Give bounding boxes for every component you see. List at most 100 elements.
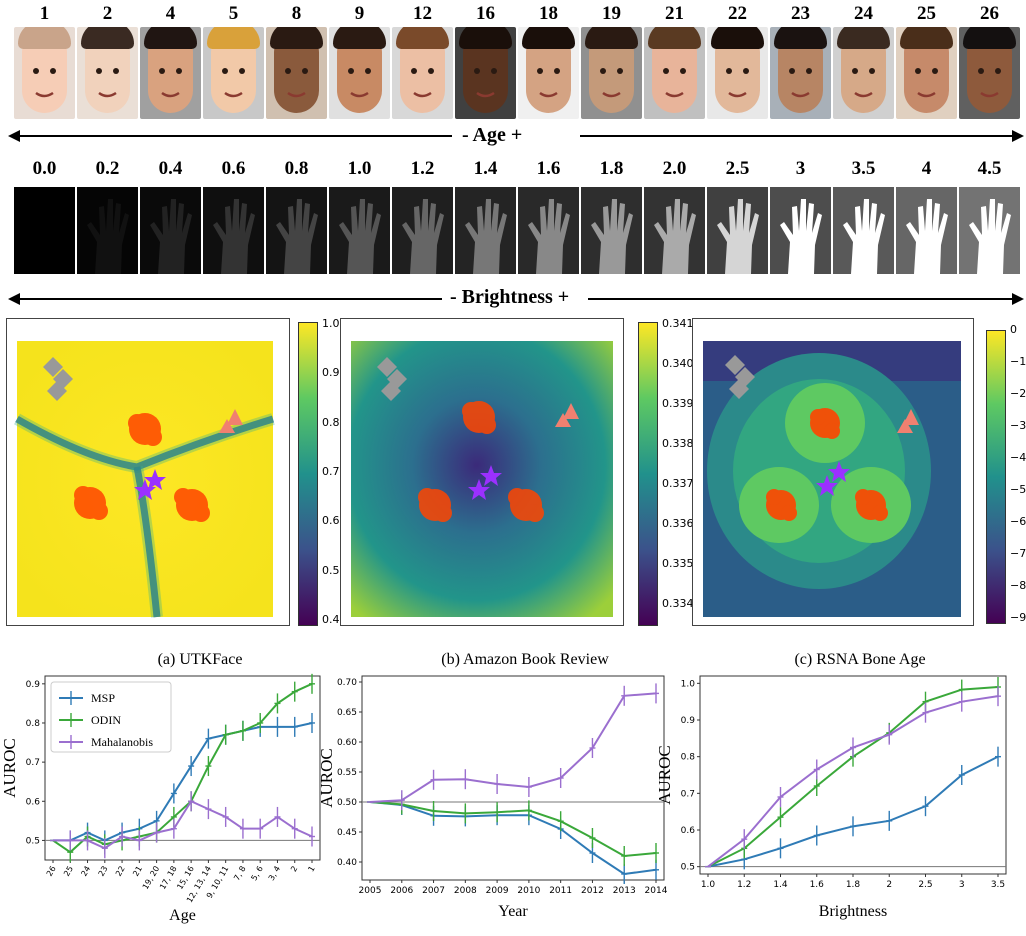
colorbar-tick-label: −9 bbox=[1010, 611, 1026, 624]
legend-label: Mahalanobis bbox=[91, 735, 153, 749]
chart-frame bbox=[44, 675, 321, 861]
x-tick-label: 2007 bbox=[422, 886, 445, 896]
age-label: 16 bbox=[476, 3, 495, 24]
x-tick-label: 2.5 bbox=[918, 880, 932, 890]
colorbar-tick-label: 0.335 bbox=[662, 557, 694, 570]
colorbar-tick-label: −4 bbox=[1010, 451, 1026, 464]
heatmap-panel-1 bbox=[6, 318, 290, 626]
x-tick-label: 1.2 bbox=[737, 880, 751, 890]
x-tick-label: 17, 18 bbox=[158, 865, 179, 892]
y-tick-label: 0.50 bbox=[337, 798, 357, 808]
chart-a-title: (a) UTKFace bbox=[157, 651, 243, 668]
age-arrow-head-left bbox=[8, 130, 20, 142]
series-line-odin bbox=[52, 682, 313, 854]
colorbar-tick-label: −2 bbox=[1010, 387, 1026, 400]
heatmap-1-svg bbox=[14, 341, 275, 618]
y-tick-label: 1.0 bbox=[681, 679, 696, 689]
age-label: 26 bbox=[980, 3, 999, 24]
face-thumbnail bbox=[140, 27, 201, 119]
x-tick-label: 2 bbox=[886, 880, 892, 890]
face-thumbnail bbox=[707, 27, 768, 119]
age-label: 22 bbox=[728, 3, 747, 24]
colorbar-tick-label: 0.7 bbox=[322, 465, 340, 478]
face-thumbnail bbox=[329, 27, 390, 119]
brightness-label: 1.8 bbox=[599, 158, 624, 179]
brightness-label: 0.6 bbox=[221, 158, 246, 179]
series-line-mahalanobis bbox=[53, 800, 313, 850]
face-thumbnail bbox=[644, 27, 705, 119]
face-thumbnail bbox=[518, 27, 579, 119]
colorbar-1 bbox=[298, 322, 318, 626]
chart-c-title: (c) RSNA Bone Age bbox=[794, 651, 926, 668]
y-axis-label: AUROC bbox=[317, 748, 336, 808]
age-label: 12 bbox=[413, 3, 432, 24]
y-tick-label: 0.7 bbox=[681, 789, 695, 799]
age-label: 9 bbox=[354, 3, 365, 24]
face-thumbnail bbox=[455, 27, 516, 119]
colorbar-tick-label: 0.9 bbox=[322, 366, 340, 380]
colorbar-tick-label: 0.5 bbox=[322, 563, 340, 577]
age-arrow-head-right bbox=[1012, 130, 1024, 142]
x-tick-label: 1.6 bbox=[810, 880, 825, 890]
x-tick-label: 1 bbox=[306, 865, 316, 874]
age-label: 1 bbox=[39, 3, 50, 24]
brightness-label: 2.5 bbox=[725, 158, 750, 179]
colorbar-tick-label: 1.0 bbox=[322, 317, 340, 330]
heatmap-2-svg bbox=[351, 341, 613, 617]
face-thumbnail bbox=[959, 27, 1020, 119]
x-tick-label: 1.8 bbox=[846, 880, 861, 890]
colorbar-tick-label: 0 bbox=[1010, 323, 1017, 336]
heatmap-3-svg bbox=[703, 341, 961, 617]
series-line-mahalanobis bbox=[369, 692, 657, 803]
x-tick-label: 15, 16 bbox=[175, 865, 196, 892]
x-tick-label: 2008 bbox=[454, 886, 477, 896]
xray-thumbnail bbox=[266, 187, 327, 274]
x-tick-label: 2009 bbox=[486, 886, 509, 896]
age-label: 25 bbox=[917, 3, 936, 24]
y-tick-label: 0.5 bbox=[26, 836, 40, 846]
series-line-odin bbox=[369, 801, 657, 858]
colorbar-tick-label: −3 bbox=[1010, 419, 1026, 432]
x-tick-label: 1.0 bbox=[701, 880, 716, 890]
y-tick-label: 0.45 bbox=[337, 828, 357, 838]
colorbar-tick-label: −8 bbox=[1010, 579, 1026, 592]
brightness-label: 3.5 bbox=[851, 158, 876, 179]
brightness-arrow-head-left bbox=[8, 293, 20, 305]
xray-thumbnail bbox=[77, 187, 138, 274]
series-line-mahalanobis bbox=[707, 695, 999, 868]
y-tick-label: 0.9 bbox=[681, 716, 696, 726]
colorbar-tick-label: 0.338 bbox=[662, 437, 694, 450]
y-tick-label: 0.6 bbox=[26, 797, 41, 807]
y-tick-label: 0.5 bbox=[681, 863, 695, 873]
x-tick-label: 26 bbox=[45, 865, 58, 878]
age-label: 8 bbox=[291, 3, 302, 24]
xray-thumbnail bbox=[203, 187, 264, 274]
colorbar-tick-label: 0.334 bbox=[662, 597, 694, 610]
brightness-label: 0.2 bbox=[95, 158, 120, 179]
y-axis-label: AUROC bbox=[655, 745, 674, 805]
heatmap-panel-3 bbox=[692, 318, 974, 626]
brightness-label: 1.2 bbox=[410, 158, 435, 179]
chart-frame bbox=[361, 675, 665, 881]
age-label: 21 bbox=[665, 3, 684, 24]
brightness-label: 1.0 bbox=[347, 158, 372, 179]
brightness-label: 1.6 bbox=[536, 158, 561, 179]
x-tick-label: 3.5 bbox=[991, 880, 1005, 890]
y-tick-label: 0.65 bbox=[337, 708, 357, 718]
face-thumbnail bbox=[203, 27, 264, 119]
face-thumbnail bbox=[833, 27, 894, 119]
face-thumbnail bbox=[77, 27, 138, 119]
legend-label: ODIN bbox=[91, 713, 121, 727]
colorbar-tick-label: 0.339 bbox=[662, 397, 694, 410]
xray-thumbnail bbox=[455, 187, 516, 274]
x-tick-label: 1.4 bbox=[773, 880, 788, 890]
colorbar-tick-label: 0.336 bbox=[662, 517, 694, 530]
y-tick-label: 0.6 bbox=[681, 826, 696, 836]
x-tick-label: 12, 13, 14 bbox=[185, 865, 213, 905]
colorbar-tick-label: −5 bbox=[1010, 483, 1026, 496]
xray-thumbnail bbox=[644, 187, 705, 274]
colorbar-tick-label: 0.8 bbox=[322, 415, 340, 429]
age-label: 5 bbox=[228, 3, 239, 24]
x-tick-label: 2014 bbox=[645, 886, 668, 896]
brightness-label: 0.0 bbox=[32, 158, 57, 179]
